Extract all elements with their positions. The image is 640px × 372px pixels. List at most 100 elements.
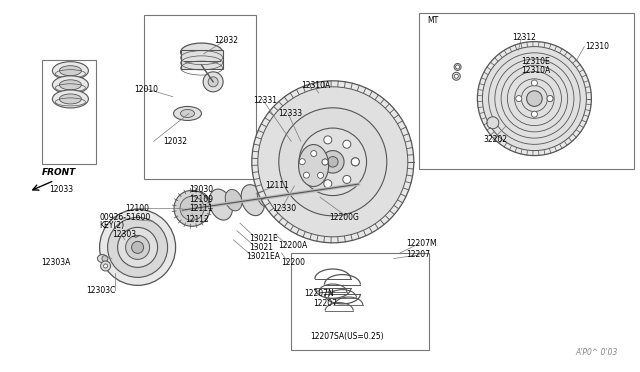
- Circle shape: [527, 91, 542, 106]
- Ellipse shape: [60, 94, 81, 104]
- Circle shape: [118, 227, 157, 267]
- Text: 12303C: 12303C: [86, 286, 116, 295]
- Text: 12200A: 12200A: [278, 241, 308, 250]
- Circle shape: [343, 140, 351, 148]
- Circle shape: [299, 128, 367, 196]
- Text: 00926-51600: 00926-51600: [99, 213, 150, 222]
- Text: 12310E: 12310E: [522, 57, 550, 66]
- Circle shape: [100, 261, 111, 271]
- Ellipse shape: [180, 109, 195, 118]
- Text: 12111: 12111: [266, 182, 289, 190]
- Ellipse shape: [60, 66, 81, 76]
- Circle shape: [279, 108, 387, 216]
- Ellipse shape: [241, 185, 264, 216]
- Circle shape: [477, 42, 591, 155]
- Text: 12207: 12207: [406, 250, 430, 259]
- Text: 12200: 12200: [282, 258, 306, 267]
- Text: 12032: 12032: [163, 137, 187, 146]
- Ellipse shape: [273, 180, 296, 211]
- Text: 12333: 12333: [278, 109, 303, 118]
- Text: 12109: 12109: [189, 195, 212, 203]
- Circle shape: [100, 209, 175, 285]
- Circle shape: [308, 167, 317, 176]
- Circle shape: [351, 158, 359, 166]
- Circle shape: [300, 159, 305, 165]
- Text: MT: MT: [427, 16, 438, 25]
- Circle shape: [132, 241, 143, 253]
- Circle shape: [180, 196, 204, 220]
- Text: 12303A: 12303A: [42, 258, 71, 267]
- Text: 12111: 12111: [189, 204, 212, 213]
- Text: 12303: 12303: [112, 230, 136, 239]
- Circle shape: [203, 72, 223, 92]
- Ellipse shape: [209, 189, 232, 220]
- Text: 12310: 12310: [586, 42, 610, 51]
- Circle shape: [308, 148, 317, 156]
- Text: 12033: 12033: [49, 185, 73, 194]
- Text: 12310A: 12310A: [301, 81, 330, 90]
- Text: KEY(2): KEY(2): [99, 221, 124, 230]
- Circle shape: [456, 65, 460, 69]
- Ellipse shape: [52, 76, 88, 94]
- Text: 12207: 12207: [314, 299, 338, 308]
- Bar: [419, 13, 634, 169]
- Text: 12312: 12312: [512, 33, 536, 42]
- Circle shape: [324, 136, 332, 144]
- Circle shape: [317, 172, 323, 178]
- Circle shape: [531, 111, 538, 117]
- Circle shape: [174, 190, 210, 226]
- Text: A'P0^ 0'03: A'P0^ 0'03: [575, 348, 618, 357]
- Ellipse shape: [177, 193, 200, 225]
- Bar: [144, 15, 256, 179]
- Text: 12310A: 12310A: [522, 66, 551, 75]
- Bar: [180, 50, 223, 69]
- Ellipse shape: [52, 62, 88, 80]
- Text: 12112: 12112: [186, 215, 209, 224]
- Circle shape: [252, 81, 414, 243]
- Text: 12030: 12030: [189, 185, 213, 194]
- Ellipse shape: [225, 189, 242, 211]
- Circle shape: [208, 77, 218, 87]
- Ellipse shape: [289, 183, 306, 204]
- Ellipse shape: [180, 43, 223, 61]
- Circle shape: [547, 96, 553, 102]
- Circle shape: [322, 159, 328, 165]
- Circle shape: [303, 172, 309, 178]
- Ellipse shape: [299, 145, 328, 186]
- Text: 13021EA: 13021EA: [246, 252, 280, 261]
- Ellipse shape: [52, 90, 88, 108]
- Bar: [291, 253, 429, 350]
- Ellipse shape: [257, 186, 274, 207]
- Text: 12010: 12010: [134, 85, 159, 94]
- Circle shape: [487, 117, 499, 129]
- Circle shape: [108, 217, 168, 278]
- Circle shape: [322, 159, 328, 165]
- Circle shape: [125, 235, 150, 259]
- Bar: [42, 60, 96, 164]
- Ellipse shape: [305, 176, 328, 207]
- Ellipse shape: [173, 106, 202, 121]
- Text: 12100: 12100: [125, 204, 149, 213]
- Circle shape: [547, 96, 553, 102]
- Circle shape: [102, 256, 108, 262]
- Circle shape: [351, 158, 359, 166]
- Text: 12207SA(US=0.25): 12207SA(US=0.25): [310, 332, 384, 341]
- Circle shape: [343, 176, 351, 183]
- Circle shape: [311, 151, 317, 157]
- Circle shape: [104, 264, 108, 268]
- Ellipse shape: [454, 64, 461, 70]
- Ellipse shape: [60, 80, 81, 90]
- Circle shape: [328, 157, 338, 167]
- Circle shape: [321, 151, 344, 173]
- Text: FRONT: FRONT: [42, 169, 76, 177]
- Circle shape: [516, 96, 522, 102]
- Circle shape: [531, 80, 538, 86]
- Text: 32202: 32202: [483, 135, 507, 144]
- Circle shape: [258, 87, 408, 237]
- Text: 12331: 12331: [253, 96, 277, 105]
- Text: 13021: 13021: [250, 243, 274, 252]
- Ellipse shape: [97, 254, 108, 263]
- Text: 12207N: 12207N: [304, 289, 333, 298]
- Text: 12207M: 12207M: [406, 239, 437, 248]
- Text: 12032: 12032: [214, 36, 239, 45]
